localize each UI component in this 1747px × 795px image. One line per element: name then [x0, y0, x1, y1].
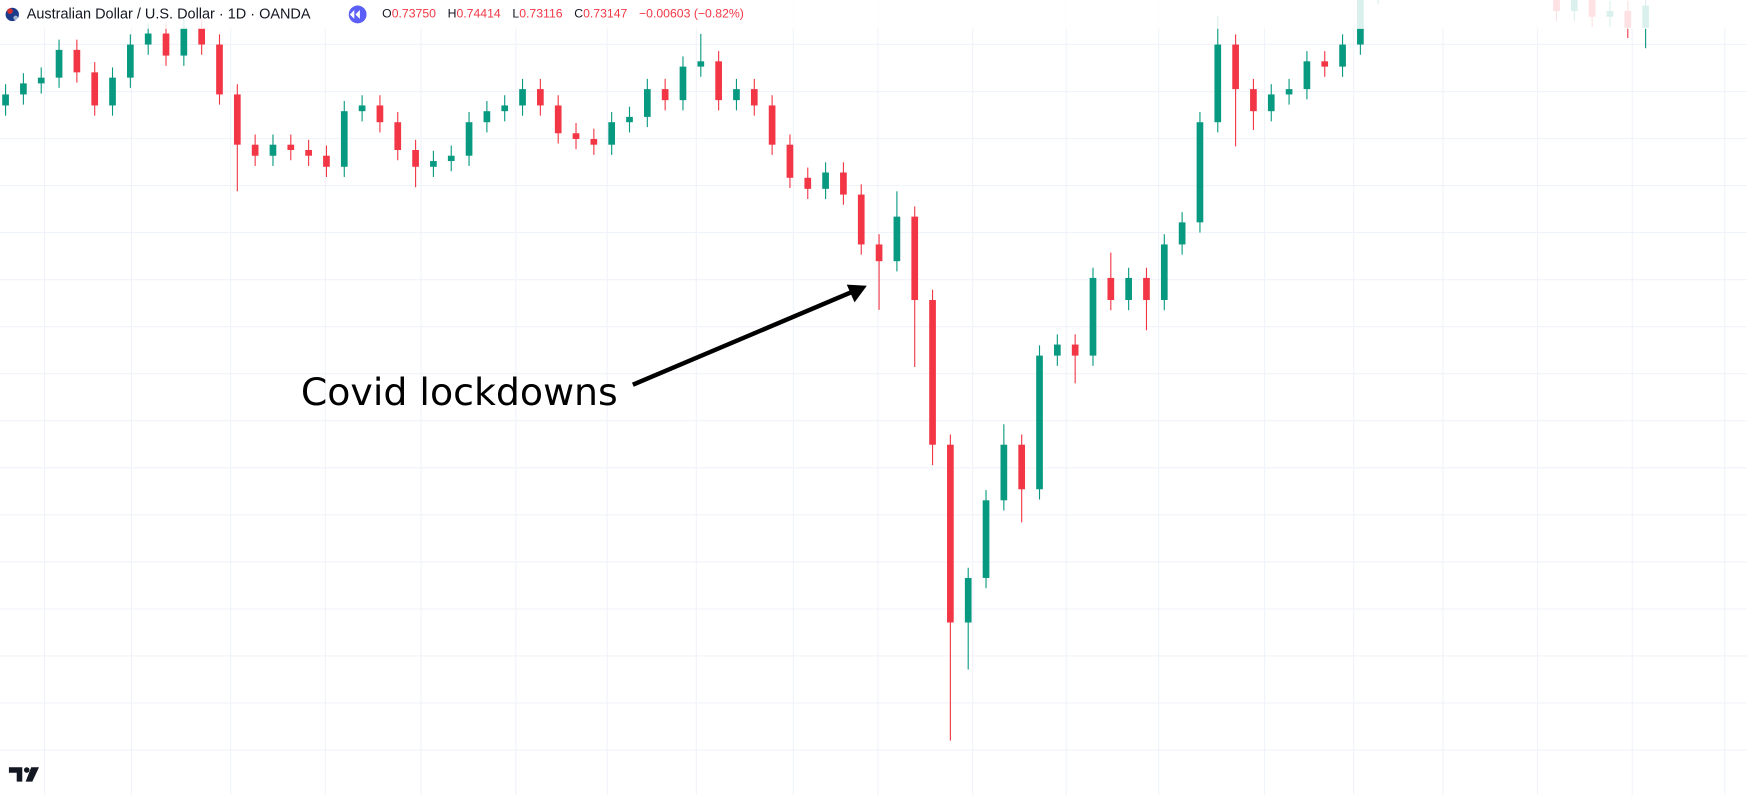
- candle-body: [55, 49, 63, 78]
- candle-body: [857, 194, 865, 245]
- change-value: −0.00603 (−0.82%): [639, 7, 744, 21]
- candle-body: [982, 500, 990, 578]
- candle-body: [733, 89, 740, 101]
- candle-body: [911, 216, 919, 301]
- candle-body: [572, 133, 580, 139]
- candle-body: [1000, 444, 1008, 501]
- candle-body: [554, 105, 562, 134]
- candle-body: [127, 44, 134, 78]
- symbol-title[interactable]: Australian Dollar / U.S. Dollar · 1D · O…: [27, 6, 311, 22]
- open-value: 0.73750: [392, 7, 436, 21]
- candle-body: [590, 138, 598, 145]
- high-value: 0.74414: [456, 7, 500, 21]
- candle-body: [216, 44, 223, 95]
- candle-body: [162, 33, 170, 56]
- candle-body: [822, 172, 829, 189]
- candle-body: [1053, 344, 1061, 356]
- candle-body: [1285, 89, 1293, 95]
- candle-body: [501, 105, 509, 112]
- close-label: C: [574, 7, 583, 21]
- candle-body: [519, 89, 526, 106]
- candles: [2, 0, 1649, 741]
- candle-body: [697, 61, 705, 67]
- candle-body: [786, 144, 794, 178]
- candle-body: [875, 244, 883, 262]
- candle-body: [1196, 122, 1204, 223]
- replay-button[interactable]: [348, 5, 367, 24]
- candle-body: [1178, 222, 1186, 245]
- candle-body: [412, 150, 419, 167]
- candle-body: [1339, 44, 1346, 67]
- candle-body: [358, 105, 366, 112]
- ohlc-legend: O0.73750 H0.74414 L0.73116 C0.73147 −0.0…: [382, 0, 744, 21]
- candle-body: [840, 172, 847, 195]
- candle-body: [715, 61, 722, 101]
- candle-body: [198, 27, 206, 45]
- candle-body: [964, 577, 972, 623]
- candle-body: [626, 116, 633, 123]
- candle-body: [305, 150, 312, 156]
- candle-body: [91, 72, 99, 106]
- tradingview-logo: [8, 767, 39, 782]
- candle-body: [37, 77, 45, 84]
- candle-body: [608, 122, 616, 145]
- candle-body: [20, 83, 27, 95]
- candle-body: [483, 111, 491, 123]
- candle-body: [447, 155, 455, 162]
- candle-body: [430, 161, 437, 167]
- candle-body: [1303, 61, 1311, 90]
- low-label: L: [512, 7, 519, 21]
- candle-body: [465, 122, 473, 156]
- candle-body: [1214, 44, 1222, 123]
- candle-body: [893, 216, 901, 262]
- symbol-flag: [5, 7, 19, 22]
- candle-body: [251, 144, 259, 156]
- candle-body: [323, 155, 330, 167]
- candle-body: [180, 27, 188, 56]
- candle-body: [768, 105, 776, 145]
- candle-body: [804, 177, 812, 189]
- candle-body: [661, 89, 669, 101]
- candle-body: [750, 89, 758, 106]
- candle-body: [1321, 61, 1329, 67]
- candle-body: [233, 94, 241, 145]
- candle-body: [947, 444, 954, 623]
- candle-body: [269, 144, 277, 156]
- candle-body: [1036, 355, 1043, 490]
- candle-body: [679, 66, 687, 101]
- candle-body: [2, 94, 9, 106]
- candle-body: [643, 89, 651, 117]
- candle-body: [929, 300, 936, 445]
- annotation: Covid lockdowns: [301, 370, 618, 414]
- low-value: 0.73116: [519, 7, 563, 21]
- candle-body: [1089, 277, 1097, 356]
- header-bg: [0, 0, 1747, 29]
- candle-body: [376, 105, 384, 123]
- close-value: 0.73147: [583, 7, 627, 21]
- candle-body: [109, 77, 116, 106]
- candle-body: [1143, 277, 1150, 301]
- candle-body: [1160, 244, 1168, 301]
- candle-body: [1232, 44, 1239, 90]
- candle-body: [144, 33, 152, 45]
- candle-body: [1250, 89, 1257, 112]
- candle-body: [537, 89, 544, 106]
- candle-body: [1018, 444, 1026, 490]
- candle-body: [73, 49, 81, 73]
- annotation-arrow: [631, 284, 867, 387]
- candle-body: [1107, 277, 1115, 301]
- candle-body: [340, 111, 348, 167]
- candle-body: [1125, 277, 1132, 301]
- candle-body: [287, 144, 295, 151]
- high-label: H: [448, 7, 457, 21]
- candle-body: [394, 122, 402, 151]
- open-label: O: [382, 7, 392, 21]
- candle-body: [1267, 94, 1275, 112]
- candle-body: [1071, 344, 1079, 356]
